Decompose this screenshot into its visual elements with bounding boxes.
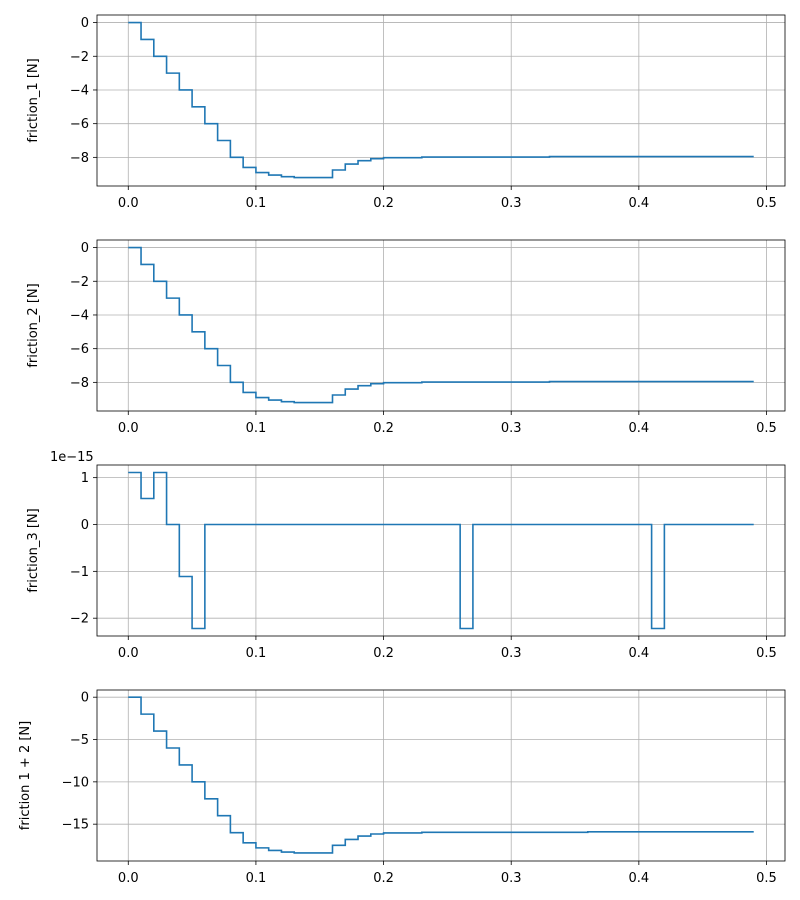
plot-frame [96,464,786,637]
y-tick-label: −4 [70,308,89,323]
y-axis-label: friction 1 + 2 [N] [18,721,33,830]
x-tick-label: 0.5 [756,196,777,211]
x-tick-label: 0.4 [629,421,650,436]
y-axis-label: friction_2 [N] [26,283,41,367]
x-tick-label: 0.5 [756,646,777,661]
x-tick-label: 0.4 [629,871,650,886]
y-tick-label: 0 [81,16,89,31]
x-tick-label: 0.0 [118,421,139,436]
series-line-friction-1-2 [128,696,754,854]
x-tick-label: 0.2 [373,871,394,886]
x-tick-label: 0.0 [118,871,139,886]
x-tick-label: 0.5 [756,871,777,886]
y-tick-label: −8 [70,376,89,391]
y-tick-label: 1 [81,471,89,486]
plot-frame [96,239,786,412]
plot-frame [96,14,786,187]
x-tick-label: 0.0 [118,196,139,211]
x-tick-label: 0.2 [373,196,394,211]
series-line-friction-2 [128,246,754,404]
x-tick-label: 0.1 [246,646,267,661]
subplot-1: 0.0 0.1 0.2 0.3 0.4 0.5 0 −2 −4 −6 −8 friction_1 [N… [26,14,786,211]
y-tick-label: 0 [81,518,89,533]
y-axis-label: friction_1 [N] [26,58,41,142]
x-tick-label: 0.2 [373,421,394,436]
series-line-friction-1 [128,21,754,179]
y-offset-label: 1e−15 [50,450,94,465]
plot-frame [96,689,786,862]
x-tick-label: 0.1 [246,196,267,211]
y-tick-label: −8 [70,151,89,166]
y-tick-label: −4 [70,83,89,98]
x-tick-label: 0.3 [501,421,522,436]
x-tick-label: 0.0 [118,646,139,661]
y-tick-label: −2 [70,275,89,290]
y-tick-label: −1 [70,565,89,580]
y-tick-label: −15 [62,818,89,833]
y-tick-label: −6 [70,117,89,132]
subplot-3: 0.0 0.1 0.2 0.3 0.4 0.5 1 0 −1 −2 friction_3 [N] 1e… [26,450,786,661]
y-tick-label: −2 [70,612,89,627]
series-line-friction-3 [128,471,754,630]
y-tick-label: −6 [70,342,89,357]
y-tick-label: −10 [62,775,89,790]
y-tick-label: −5 [70,733,89,748]
subplot-4: 0.0 0.1 0.2 0.3 0.4 0.5 0 −5 −10 −15 friction 1 + … [18,689,786,886]
y-tick-label: 0 [81,691,89,706]
x-tick-label: 0.4 [629,196,650,211]
x-tick-label: 0.5 [756,421,777,436]
x-tick-label: 0.3 [501,871,522,886]
x-tick-label: 0.1 [246,421,267,436]
x-tick-label: 0.1 [246,871,267,886]
y-tick-label: −2 [70,50,89,65]
x-tick-label: 0.4 [629,646,650,661]
y-axis-label: friction_3 [N] [26,508,41,592]
y-tick-label: 0 [81,241,89,256]
subplot-2: 0.0 0.1 0.2 0.3 0.4 0.5 0 −2 −4 −6 −8 friction_2 [N… [26,239,786,436]
x-tick-label: 0.2 [373,646,394,661]
x-tick-label: 0.3 [501,646,522,661]
x-tick-label: 0.3 [501,196,522,211]
